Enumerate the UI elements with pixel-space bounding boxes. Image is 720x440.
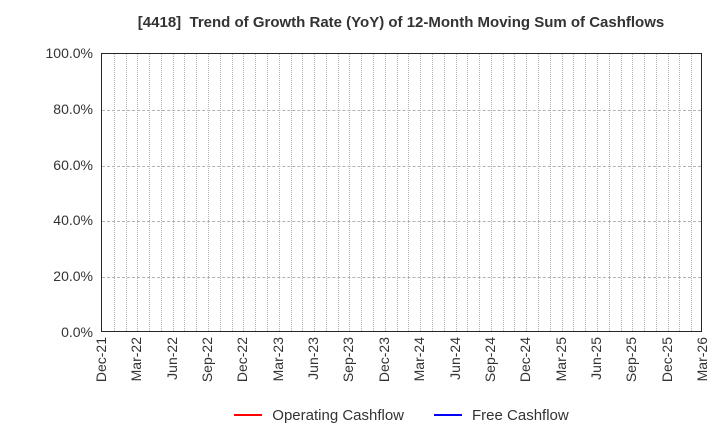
gridline-vertical [655,54,657,331]
x-tick-label: Mar-23 [269,337,286,382]
gridline-vertical [608,54,610,331]
legend: Operating Cashflow Free Cashflow [101,404,702,426]
x-tick-label: Sep-24 [481,337,498,383]
gridline-vertical [526,54,528,331]
legend-item-operating-cashflow: Operating Cashflow [234,407,404,424]
gridline-vertical [396,54,398,331]
gridline-vertical [337,54,339,331]
x-tick-label: Dec-24 [517,337,534,383]
gridline-vertical [691,54,693,331]
x-tick-label: Jun-22 [163,337,180,380]
gridline-vertical [596,54,598,331]
gridline-horizontal [102,221,701,223]
x-tick-label: Sep-23 [340,337,357,383]
x-tick-label: Dec-25 [658,337,675,383]
y-tick-label: 40.0% [53,212,93,229]
gridline-vertical [349,54,351,331]
gridline-vertical [219,54,221,331]
gridline-vertical [160,54,162,331]
gridline-vertical [290,54,292,331]
gridline-vertical [573,54,575,331]
gridline-vertical [184,54,186,331]
y-tick-label: 0.0% [61,324,93,340]
gridline-horizontal [102,277,701,279]
legend-label: Free Cashflow [472,406,569,424]
gridline-vertical [644,54,646,331]
x-tick-label: Mar-25 [552,337,569,382]
gridline-vertical [667,54,669,331]
gridline-vertical [502,54,504,331]
gridline-vertical [125,54,127,331]
y-tick-label: 20.0% [53,268,93,285]
gridline-vertical [172,54,174,331]
gridline-horizontal [102,109,701,111]
y-tick-label: 100.0% [45,45,93,61]
gridline-vertical [561,54,563,331]
x-tick-label: Jun-23 [305,337,322,380]
gridline-vertical [231,54,233,331]
x-tick-label: Dec-22 [234,337,251,383]
gridline-vertical [632,54,634,331]
gridline-vertical [490,54,492,331]
gridline-vertical [514,54,516,331]
gridline-vertical [431,54,433,331]
x-tick-label: Dec-23 [375,337,392,383]
gridline-vertical [373,54,375,331]
gridline-vertical [255,54,257,331]
legend-line-swatch [434,413,463,417]
gridline-vertical [479,54,481,331]
gridline-vertical [467,54,469,331]
gridline-vertical [443,54,445,331]
y-tick-label: 60.0% [53,156,93,173]
gridline-vertical [325,54,327,331]
legend-item-free-cashflow: Free Cashflow [434,407,569,424]
gridline-vertical [585,54,587,331]
x-tick-label: Mar-22 [128,337,145,382]
plot-area [101,53,702,332]
x-tick-label: Dec-21 [93,337,109,383]
gridline-vertical [196,54,198,331]
x-tick-label: Mar-26 [694,337,710,382]
gridline-vertical [137,54,139,331]
gridline-vertical [384,54,386,331]
gridline-vertical [420,54,422,331]
x-tick-label: Sep-22 [199,337,216,383]
gridline-vertical [149,54,151,331]
chart-title: [4418] Trend of Growth Rate (YoY) of 12-… [137,14,665,31]
gridline-vertical [278,54,280,331]
gridline-vertical [243,54,245,331]
y-tick-label: 80.0% [53,100,93,117]
gridline-vertical [302,54,304,331]
legend-label: Operating Cashflow [272,406,405,424]
gridline-vertical [361,54,363,331]
x-tick-label: Jun-25 [587,337,604,380]
gridline-vertical [620,54,622,331]
x-tick-label: Sep-25 [623,337,640,383]
x-tick-label: Mar-24 [411,337,428,382]
gridline-vertical [408,54,410,331]
gridline-vertical [549,54,551,331]
legend-line-swatch [234,413,263,417]
gridline-horizontal [102,165,701,167]
gridline-vertical [679,54,681,331]
gridline-vertical [455,54,457,331]
gridline-vertical [113,54,115,331]
x-tick-label: Jun-24 [446,337,463,380]
gridline-vertical [314,54,316,331]
gridline-vertical [538,54,540,331]
gridline-vertical [266,54,268,331]
gridline-vertical [208,54,210,331]
